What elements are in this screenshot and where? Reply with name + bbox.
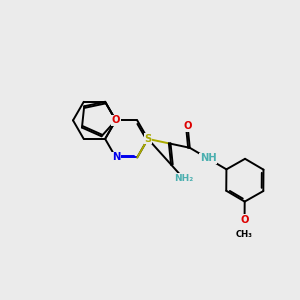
Text: NH: NH xyxy=(200,154,216,164)
Text: O: O xyxy=(240,215,249,225)
Text: O: O xyxy=(112,116,120,125)
Text: O: O xyxy=(183,122,192,131)
Text: S: S xyxy=(144,134,152,144)
Text: NH₂: NH₂ xyxy=(174,174,193,183)
Text: CH₃: CH₃ xyxy=(236,230,253,239)
Text: N: N xyxy=(112,152,120,162)
